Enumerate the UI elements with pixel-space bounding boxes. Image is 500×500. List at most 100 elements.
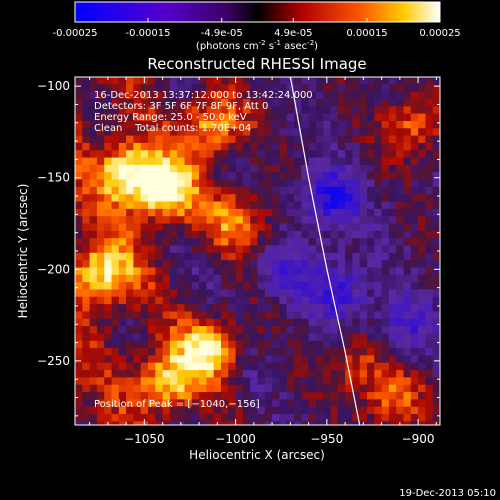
- heatmap-cell: [315, 120, 324, 129]
- heatmap-cell: [184, 164, 193, 173]
- heatmap-cell: [388, 289, 397, 298]
- heatmap-cell: [301, 142, 309, 151]
- heatmap-cell: [75, 296, 83, 305]
- heatmap-cell: [286, 216, 295, 224]
- heatmap-cell: [294, 260, 302, 268]
- heatmap-cell: [345, 421, 353, 425]
- heatmap-cell: [89, 208, 98, 217]
- heatmap-cell: [294, 392, 302, 400]
- heatmap-cell: [96, 216, 105, 224]
- heatmap-cell: [432, 98, 440, 107]
- heatmap-cell: [140, 348, 149, 356]
- heatmap-cell: [315, 326, 324, 334]
- heatmap-cell: [294, 186, 302, 195]
- heatmap-cell: [126, 289, 134, 298]
- heatmap-cell: [199, 142, 207, 151]
- heatmap-cell: [279, 106, 288, 115]
- heatmap-cell: [257, 91, 266, 100]
- heatmap-cell: [148, 106, 156, 115]
- heatmap-cell: [89, 77, 98, 85]
- heatmap-cell: [345, 267, 353, 276]
- heatmap-cell: [352, 164, 361, 173]
- heatmap-cell: [286, 311, 295, 320]
- heatmap-cell: [96, 304, 105, 312]
- heatmap-cell: [191, 340, 200, 349]
- heatmap-cell: [264, 216, 273, 224]
- heatmap-cell: [162, 164, 171, 173]
- heatmap-cell: [250, 142, 258, 151]
- heatmap-cell: [104, 128, 112, 137]
- heatmap-cell: [388, 194, 397, 202]
- heatmap-cell: [388, 172, 397, 180]
- heatmap-cell: [184, 326, 193, 334]
- heatmap-cell: [374, 120, 382, 129]
- heatmap-cell: [374, 179, 382, 188]
- heatmap-cell: [345, 84, 353, 93]
- heatmap-cell: [294, 252, 302, 261]
- heatmap-cell: [206, 362, 215, 371]
- heatmap-cell: [169, 142, 178, 151]
- heatmap-cell: [301, 304, 309, 312]
- heatmap-cell: [330, 208, 339, 217]
- heatmap-cell: [177, 150, 185, 158]
- heatmap-cell: [191, 84, 200, 93]
- heatmap-cell: [432, 201, 440, 210]
- heatmap-cell: [337, 414, 346, 422]
- heatmap-cell: [432, 208, 440, 217]
- heatmap-cell: [323, 142, 331, 151]
- heatmap-cell: [359, 355, 368, 364]
- heatmap-cell: [82, 223, 90, 232]
- heatmap-cell: [199, 98, 207, 107]
- heatmap-cell: [111, 172, 120, 180]
- heatmap-cell: [177, 399, 185, 408]
- heatmap-cell: [410, 172, 419, 180]
- y-tick-label: −250: [37, 354, 70, 368]
- heatmap-cell: [140, 362, 149, 371]
- heatmap-cell: [162, 392, 171, 400]
- heatmap-cell: [323, 208, 331, 217]
- heatmap-cell: [221, 274, 229, 283]
- heatmap-cell: [264, 274, 273, 283]
- heatmap-cell: [242, 91, 251, 100]
- heatmap-cell: [242, 164, 251, 173]
- heatmap-cell: [352, 230, 361, 239]
- heatmap-cell: [286, 135, 295, 144]
- heatmap-cell: [184, 274, 193, 283]
- heatmap-cell: [432, 414, 440, 422]
- heatmap-cell: [140, 326, 149, 334]
- heatmap-cell: [89, 216, 98, 224]
- heatmap-cell: [279, 128, 288, 137]
- heatmap-cell: [75, 355, 83, 364]
- heatmap-cell: [148, 91, 156, 100]
- heatmap-cell: [133, 348, 142, 356]
- y-tick-label: −100: [37, 79, 70, 93]
- heatmap-cell: [177, 164, 185, 173]
- heatmap-cell: [235, 267, 244, 276]
- heatmap-cell: [381, 274, 390, 283]
- heatmap-cell: [155, 370, 163, 378]
- heatmap-cell: [228, 282, 236, 290]
- heatmap-cell: [337, 142, 346, 151]
- heatmap-cell: [177, 267, 185, 276]
- heatmap-cell: [140, 311, 149, 320]
- heatmap-cell: [286, 384, 295, 393]
- heatmap-cell: [308, 267, 317, 276]
- heatmap-cell: [213, 157, 222, 166]
- heatmap-cell: [228, 289, 236, 298]
- heatmap-cell: [126, 392, 134, 400]
- heatmap-cell: [96, 392, 105, 400]
- heatmap-cell: [96, 179, 105, 188]
- heatmap-cell: [148, 421, 156, 425]
- heatmap-cell: [381, 311, 390, 320]
- heatmap-cell: [337, 392, 346, 400]
- heatmap-cell: [140, 267, 149, 276]
- heatmap-cell: [388, 296, 397, 305]
- heatmap-cell: [206, 201, 215, 210]
- heatmap-cell: [308, 91, 317, 100]
- heatmap-cell: [425, 252, 434, 261]
- heatmap-cell: [242, 274, 251, 283]
- heatmap-cell: [111, 304, 120, 312]
- heatmap-cell: [118, 304, 127, 312]
- heatmap-cell: [301, 348, 309, 356]
- heatmap-cell: [177, 186, 185, 195]
